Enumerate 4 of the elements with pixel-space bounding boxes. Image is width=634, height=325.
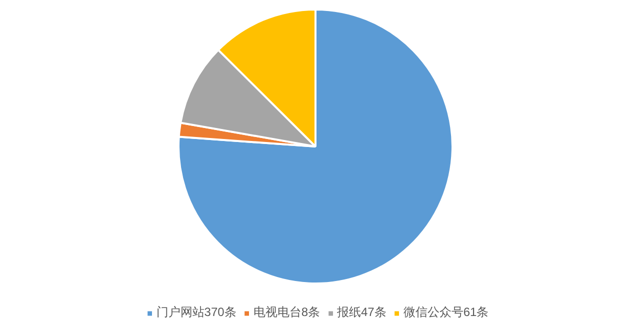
legend-label: 门户网站370条 xyxy=(156,304,236,321)
legend-label: 报纸47条 xyxy=(337,304,386,321)
legend-label: 微信公众号61条 xyxy=(403,304,489,321)
legend-label: 电视电台8条 xyxy=(253,304,320,321)
